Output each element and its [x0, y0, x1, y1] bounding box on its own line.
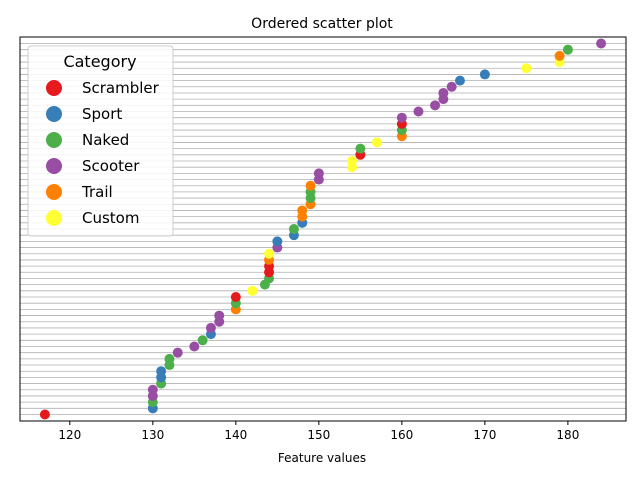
data-points — [39, 38, 607, 420]
data-point-trail — [297, 205, 308, 216]
x-tick-label: 160 — [390, 428, 413, 442]
legend-label: Custom — [82, 209, 139, 227]
legend-marker — [46, 184, 62, 200]
data-point-custom — [347, 155, 358, 166]
legend-label: Naked — [82, 131, 129, 149]
legend-marker — [46, 210, 62, 226]
legend-box — [27, 45, 174, 237]
plot-frame — [19, 36, 627, 422]
x-tick-label: 150 — [307, 428, 330, 442]
chart-title: Ordered scatter plot — [251, 16, 393, 32]
data-point-scooter — [413, 106, 424, 117]
data-point-sport — [156, 366, 167, 377]
data-point-scooter — [205, 322, 216, 333]
data-point-scooter — [396, 112, 407, 123]
data-point-naked — [197, 335, 208, 346]
x-tick-label: 170 — [473, 428, 496, 442]
data-point-scooter — [596, 38, 607, 49]
data-point-scrambler — [39, 409, 50, 420]
data-point-trail — [554, 50, 565, 61]
x-tick-label: 120 — [58, 428, 81, 442]
data-point-custom — [371, 137, 382, 148]
data-point-scooter — [313, 168, 324, 179]
data-point-scrambler — [230, 292, 241, 303]
data-point-trail — [305, 180, 316, 191]
data-point-scooter — [438, 87, 449, 98]
legend-marker — [46, 80, 62, 96]
data-point-naked — [164, 353, 175, 364]
grid-lines — [20, 43, 626, 415]
legend-label: Sport — [82, 105, 122, 123]
legend-label: Scrambler — [82, 79, 160, 97]
x-tick-label: 180 — [556, 428, 579, 442]
legend-entries: Scrambler Sport Naked Scooter Trail Custom — [46, 79, 160, 227]
data-point-scooter — [189, 341, 200, 352]
data-point-custom — [247, 285, 258, 296]
x-axis-label: Feature values — [278, 451, 366, 465]
x-tick-label: 130 — [141, 428, 164, 442]
data-point-scooter — [172, 347, 183, 358]
legend-marker — [46, 158, 62, 174]
legend-label: Trail — [81, 183, 113, 201]
data-point-sport — [272, 236, 283, 247]
data-point-naked — [288, 224, 299, 234]
legend-label: Scooter — [82, 157, 140, 175]
data-point-scooter — [214, 310, 225, 321]
x-axis-ticks: 120 130 140 150 160 170 180 — [58, 421, 579, 442]
x-tick-label: 140 — [224, 428, 247, 442]
data-point-scooter — [147, 384, 158, 395]
data-point-naked — [562, 44, 573, 55]
legend-marker — [46, 132, 62, 148]
data-point-sport — [454, 75, 465, 86]
legend-title: Category — [63, 52, 136, 71]
data-point-scooter — [430, 100, 441, 111]
legend: Category Scrambler Sport Naked Scooter Trail… — [27, 45, 174, 237]
data-point-scooter — [446, 81, 457, 92]
data-point-custom — [264, 248, 275, 259]
legend-marker — [46, 106, 62, 122]
data-point-sport — [479, 69, 490, 80]
data-point-custom — [521, 63, 532, 74]
data-point-naked — [355, 143, 366, 154]
